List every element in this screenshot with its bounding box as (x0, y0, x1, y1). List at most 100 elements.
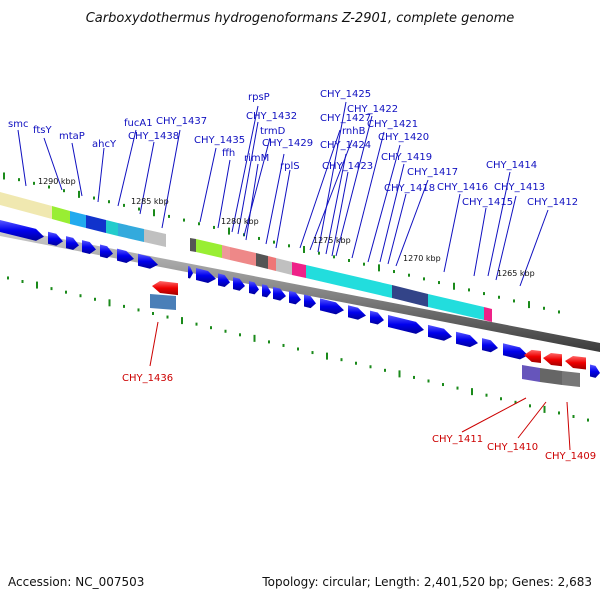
forward-gene-label: CHY_1432 (246, 111, 297, 122)
forward-gene-label: CHY_1414 (486, 160, 537, 171)
forward-gene-label: smc (8, 119, 28, 130)
forward-gene-arrow (273, 286, 286, 301)
leader-line (517, 401, 547, 439)
forward-gene-arrow (482, 338, 498, 353)
leader-line (43, 137, 63, 191)
leader-line (387, 193, 407, 265)
leader-line (379, 163, 405, 263)
forward-gene-label: CHY_1425 (320, 89, 371, 100)
forward-gene-label: CHY_1415 (462, 197, 513, 208)
leader-line (139, 141, 155, 215)
reverse-gene-label: CHY_1411 (432, 434, 483, 445)
forward-gene-arrow (348, 305, 366, 320)
label-leader-lines (17, 101, 571, 451)
leader-line (299, 129, 341, 249)
forward-gene-arrow (503, 343, 528, 360)
forward-gene-arrow (370, 310, 384, 325)
forward-gene-arrow (304, 294, 316, 309)
forward-gene-label: rpsP (248, 92, 270, 103)
forward-gene-arrow (590, 364, 600, 378)
forward-gene-arrow (196, 268, 216, 283)
forward-gene-label: CHY_1429 (262, 138, 313, 149)
leader-line (199, 147, 217, 223)
forward-gene-label: CHY_1416 (437, 182, 488, 193)
forward-gene-arrow (0, 220, 44, 241)
accession-text: Accession: NC_007503 (8, 575, 144, 589)
reverse-gene-arrow (524, 349, 541, 364)
ruler-label: 1270 kbp (403, 254, 441, 263)
forward-gene-label: CHY_1419 (381, 152, 432, 163)
position-ruler-ticks (3, 172, 589, 422)
leader-line (17, 129, 27, 187)
ruler-label: 1275 kbp (313, 236, 351, 245)
forward-gene-label: CHY_1427 (320, 113, 371, 124)
leader-line (351, 131, 385, 259)
leader-line (495, 195, 517, 281)
leader-line (161, 129, 181, 229)
leader-line (217, 159, 231, 229)
forward-gene-label: trmD (260, 126, 286, 137)
forward-gene-label: CHY_1418 (384, 183, 435, 194)
reverse-gene-label: CHY_1410 (487, 442, 538, 453)
forward-gene-arrow (388, 315, 424, 334)
forward-gene-arrow (456, 331, 478, 348)
ruler-label: 1265 kbp (497, 269, 535, 278)
leader-line (71, 142, 83, 197)
reverse-gene-label: CHY_1409 (545, 451, 596, 462)
leader-line (317, 101, 347, 253)
forward-gene-label: ffh (222, 148, 235, 159)
leader-line (117, 129, 137, 207)
forward-gene-arrow (188, 266, 193, 279)
position-ruler-labels: 1290 kbp 1285 kbp 1280 kbp 1275 kbp 1270 kbp… (38, 177, 535, 278)
leader-line (243, 137, 271, 237)
forward-gene-label: CHY_1417 (407, 167, 458, 178)
map-title: Carboxydothermus hydrogenoformans Z-2901… (86, 11, 515, 26)
leader-line (367, 144, 401, 263)
leader-line (245, 163, 259, 241)
leader-line (265, 153, 285, 245)
forward-gene-arrow (320, 298, 344, 315)
forward-gene-label: CHY_1420 (378, 132, 429, 143)
forward-gene-label: CHY_1424 (320, 140, 371, 151)
forward-gene-label: CHY_1421 (367, 119, 418, 130)
ruler-label: 1280 kbp (221, 217, 259, 226)
forward-gene-arrow (117, 248, 134, 263)
leader-line (473, 207, 487, 277)
forward-gene-arrow (428, 324, 452, 341)
forward-gene-label: ftsY (33, 125, 52, 136)
reverse-gene-arrow (152, 280, 178, 296)
leader-line (97, 147, 105, 203)
leader-line (519, 209, 549, 287)
forward-gene-label: CHY_1423 (322, 161, 373, 172)
forward-gene-arrow (218, 273, 230, 288)
leader-line (325, 153, 347, 255)
genome-summary-text: Topology: circular; Length: 2,401,520 bp… (261, 575, 592, 589)
forward-gene-arrow (82, 240, 96, 254)
forward-gene-label: rplS (280, 161, 300, 172)
forward-gene-label: CHY_1437 (156, 116, 207, 127)
ruler-label: 1290 kbp (38, 177, 76, 186)
reverse-strand-genes (152, 280, 586, 370)
forward-gene-arrow (138, 253, 158, 269)
ruler-label: 1285 kbp (131, 197, 169, 206)
forward-gene-label: CHY_1412 (527, 197, 578, 208)
leader-line (275, 169, 291, 249)
forward-strand-genes (0, 220, 600, 378)
forward-gene-arrow (262, 284, 271, 298)
reverse-gene-label: CHY_1436 (122, 373, 173, 384)
forward-gene-arrow (249, 281, 259, 295)
cog-color-band-reverse (150, 294, 580, 387)
leader-line (331, 171, 349, 257)
forward-gene-arrow (289, 290, 301, 305)
forward-gene-label: rimM (244, 153, 269, 164)
forward-gene-label: CHY_1435 (194, 135, 245, 146)
leader-line (395, 179, 429, 267)
leader-line (335, 115, 373, 257)
reverse-gene-arrow (543, 352, 562, 367)
forward-gene-arrow (48, 231, 63, 246)
forward-gene-label: CHY_1413 (494, 182, 545, 193)
forward-gene-arrow (66, 236, 79, 250)
